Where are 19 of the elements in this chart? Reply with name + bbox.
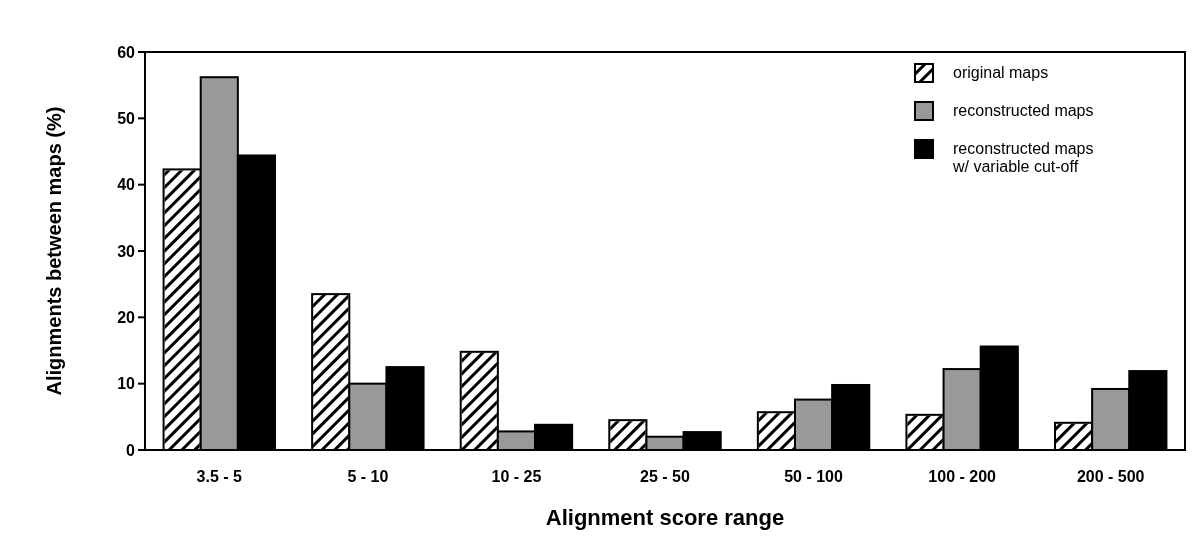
y-axis-title: Alignments between maps (%)	[43, 106, 65, 396]
y-tick-label: 20	[117, 308, 136, 326]
x-tick-label: 3.5 - 5	[196, 468, 243, 485]
x-axis-title: Alignment score range	[545, 505, 785, 530]
x-tick-label: 100 - 200	[928, 468, 997, 485]
x-tick-label: 5 - 10	[347, 468, 389, 485]
y-tick-label: 10	[117, 375, 136, 393]
y-tick-label: 30	[117, 242, 136, 260]
x-tick-label: 50 - 100	[784, 468, 844, 485]
x-tick-label: 25 - 50	[640, 468, 691, 485]
legend-label: reconstructed maps	[953, 101, 1094, 119]
y-tick-label: 60	[117, 43, 136, 61]
x-tick-label: 200 - 500	[1076, 468, 1145, 485]
legend-label: original maps	[953, 63, 1049, 81]
legend-label: reconstructed maps w/ variable cut-off	[952, 139, 1094, 175]
x-tick-label: 10 - 25	[491, 468, 542, 485]
y-tick-label: 40	[117, 176, 136, 194]
y-tick-label: 50	[117, 109, 136, 127]
y-tick-label: 0	[126, 441, 136, 459]
